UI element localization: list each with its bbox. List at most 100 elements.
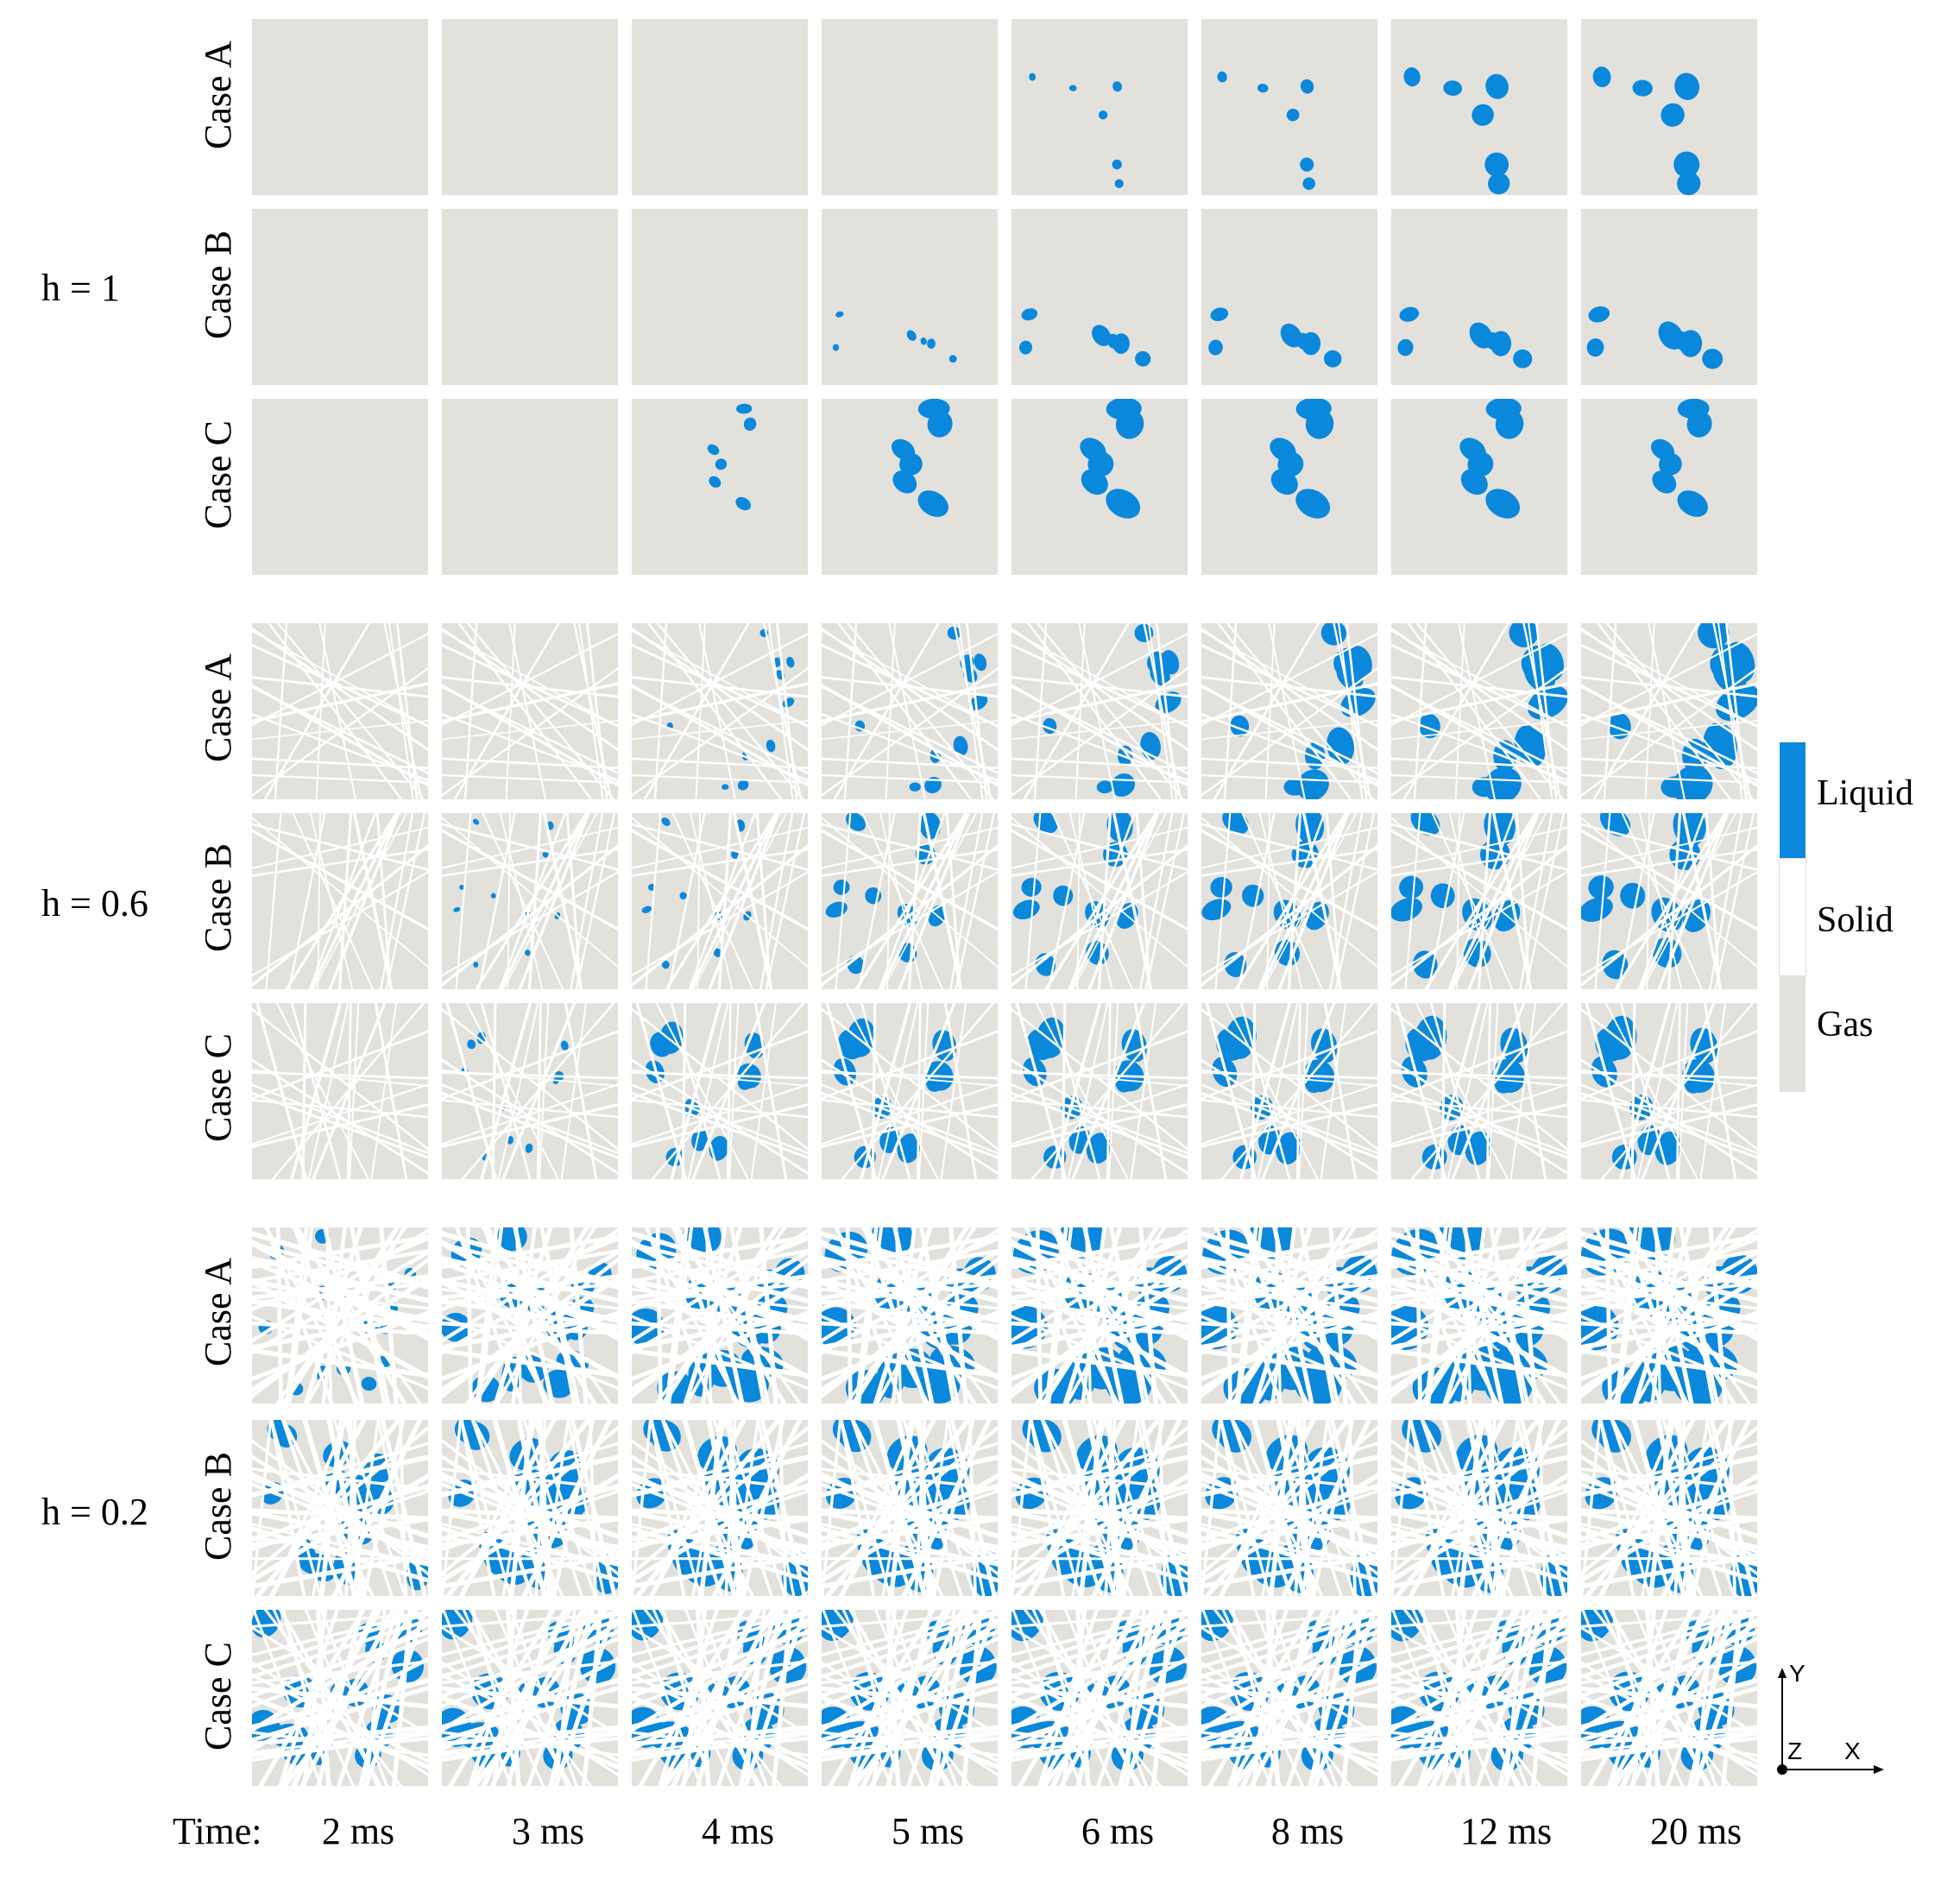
- solid-fiber: [527, 813, 543, 989]
- liquid-droplet: [909, 782, 921, 792]
- solid-fiber: [670, 1003, 722, 1179]
- solid-fiber: [1023, 1610, 1163, 1786]
- solid-fiber: [822, 1482, 998, 1555]
- solid-fiber: [508, 623, 546, 799]
- sim-panel: [632, 623, 808, 799]
- sim-panel: [252, 1420, 428, 1596]
- solid-fiber: [252, 1694, 428, 1770]
- solid-fiber: [835, 813, 852, 989]
- x-axis-arrowhead: [1874, 1765, 1884, 1774]
- solid-fiber: [776, 623, 798, 799]
- solid-fiber: [755, 813, 772, 989]
- solid-fiber: [570, 813, 604, 989]
- sim-panel: [1391, 399, 1567, 575]
- solid-fiber: [442, 627, 618, 752]
- solid-fiber: [1619, 1003, 1672, 1179]
- solid-fiber: [459, 1420, 496, 1596]
- solid-fiber: [1515, 813, 1531, 989]
- solid-fiber: [252, 1241, 428, 1290]
- solid-fiber: [1201, 1725, 1377, 1747]
- solid-fiber: [822, 848, 998, 877]
- liquid-droplet: [871, 1227, 913, 1258]
- sim-panel-svg: [1201, 623, 1377, 799]
- liquid-droplet: [1098, 110, 1108, 120]
- solid-fiber: [442, 1694, 618, 1770]
- solid-fiber: [822, 643, 998, 728]
- solid-fiber: [1448, 813, 1493, 989]
- liquid-droplet: [1210, 876, 1232, 898]
- liquid-droplet: [1673, 151, 1700, 178]
- sim-panel-svg: [1270, 399, 1334, 519]
- sim-panel-svg: [252, 399, 428, 575]
- liquid-droplet: [835, 311, 844, 318]
- sim-panel-svg: [632, 1003, 808, 1179]
- solid-fiber: [1581, 1625, 1757, 1736]
- liquid-droplet: [1620, 882, 1646, 909]
- solid-fiber: [822, 1442, 998, 1497]
- sim-panel: [442, 813, 618, 989]
- sim-panel: [1391, 813, 1567, 989]
- case-label: Case B: [197, 843, 239, 952]
- sim-panel-svg: [1201, 1610, 1377, 1786]
- solid-fiber: [1391, 666, 1567, 798]
- solid-fiber: [879, 813, 969, 989]
- solid-fiber: [632, 1467, 808, 1491]
- sim-panel-svg: [632, 209, 808, 385]
- legend-label-gas: Gas: [1817, 1005, 1874, 1044]
- liquid-droplet: [1484, 813, 1516, 847]
- solid-fiber: [632, 1659, 808, 1685]
- solid-fiber: [940, 1003, 967, 1179]
- solid-fiber: [1201, 1482, 1377, 1555]
- solid-fiber: [265, 813, 282, 989]
- solid-fiber: [822, 1315, 998, 1391]
- liquid-droplet: [736, 403, 753, 414]
- solid-fiber: [1075, 623, 1086, 799]
- solid-fiber: [1535, 623, 1558, 799]
- sim-panel: [1201, 623, 1377, 799]
- solid-fiber: [294, 1227, 407, 1404]
- solid-fiber: [846, 623, 995, 799]
- sim-panel-svg: [442, 1227, 618, 1404]
- solid-fiber: [1581, 1234, 1757, 1270]
- solid-fiber: [1636, 1003, 1679, 1179]
- solid-fiber: [822, 1030, 998, 1101]
- solid-fiber: [877, 1003, 919, 1179]
- solid-fiber: [1705, 813, 1721, 989]
- sim-panel-svg: [822, 1610, 998, 1786]
- solid-fiber: [374, 1003, 408, 1179]
- sim-panel-svg: [252, 813, 428, 989]
- liquid-droplet: [1485, 489, 1521, 519]
- solid-fiber: [1218, 1420, 1316, 1596]
- sim-panel: [1201, 209, 1377, 385]
- solid-fiber: [1391, 1729, 1567, 1754]
- solid-fiber: [1427, 1227, 1453, 1404]
- solid-fiber: [1201, 1069, 1377, 1087]
- solid-fiber: [1501, 1420, 1545, 1596]
- solid-fiber: [1051, 813, 1134, 989]
- solid-fiber: [1135, 813, 1151, 989]
- liquid-droplet: [832, 344, 840, 351]
- solid-fiber: [252, 627, 428, 752]
- liquid-droplet: [1418, 713, 1440, 739]
- liquid-droplet: [1296, 769, 1329, 799]
- liquid-droplet: [1210, 307, 1229, 322]
- solid-fiber: [1581, 1420, 1602, 1596]
- solid-fiber: [1699, 1003, 1726, 1179]
- solid-fiber: [822, 682, 998, 723]
- solid-fiber: [252, 1611, 428, 1669]
- solid-fiber: [689, 813, 779, 989]
- case-label: Case B: [197, 230, 239, 339]
- sim-panel: [1201, 19, 1377, 195]
- solid-fiber: [1012, 1071, 1188, 1080]
- solid-fiber: [1097, 813, 1112, 989]
- legend-label-liquid: Liquid: [1817, 773, 1913, 813]
- solid-fiber: [290, 1003, 343, 1179]
- solid-fiber: [839, 1420, 892, 1596]
- solid-fiber: [1391, 826, 1567, 869]
- liquid-droplet: [1053, 885, 1074, 906]
- sim-panel-svg: [1080, 399, 1144, 519]
- solid-fiber: [1201, 1673, 1377, 1763]
- liquid-droplet: [1654, 1131, 1682, 1165]
- solid-fiber: [442, 1673, 618, 1763]
